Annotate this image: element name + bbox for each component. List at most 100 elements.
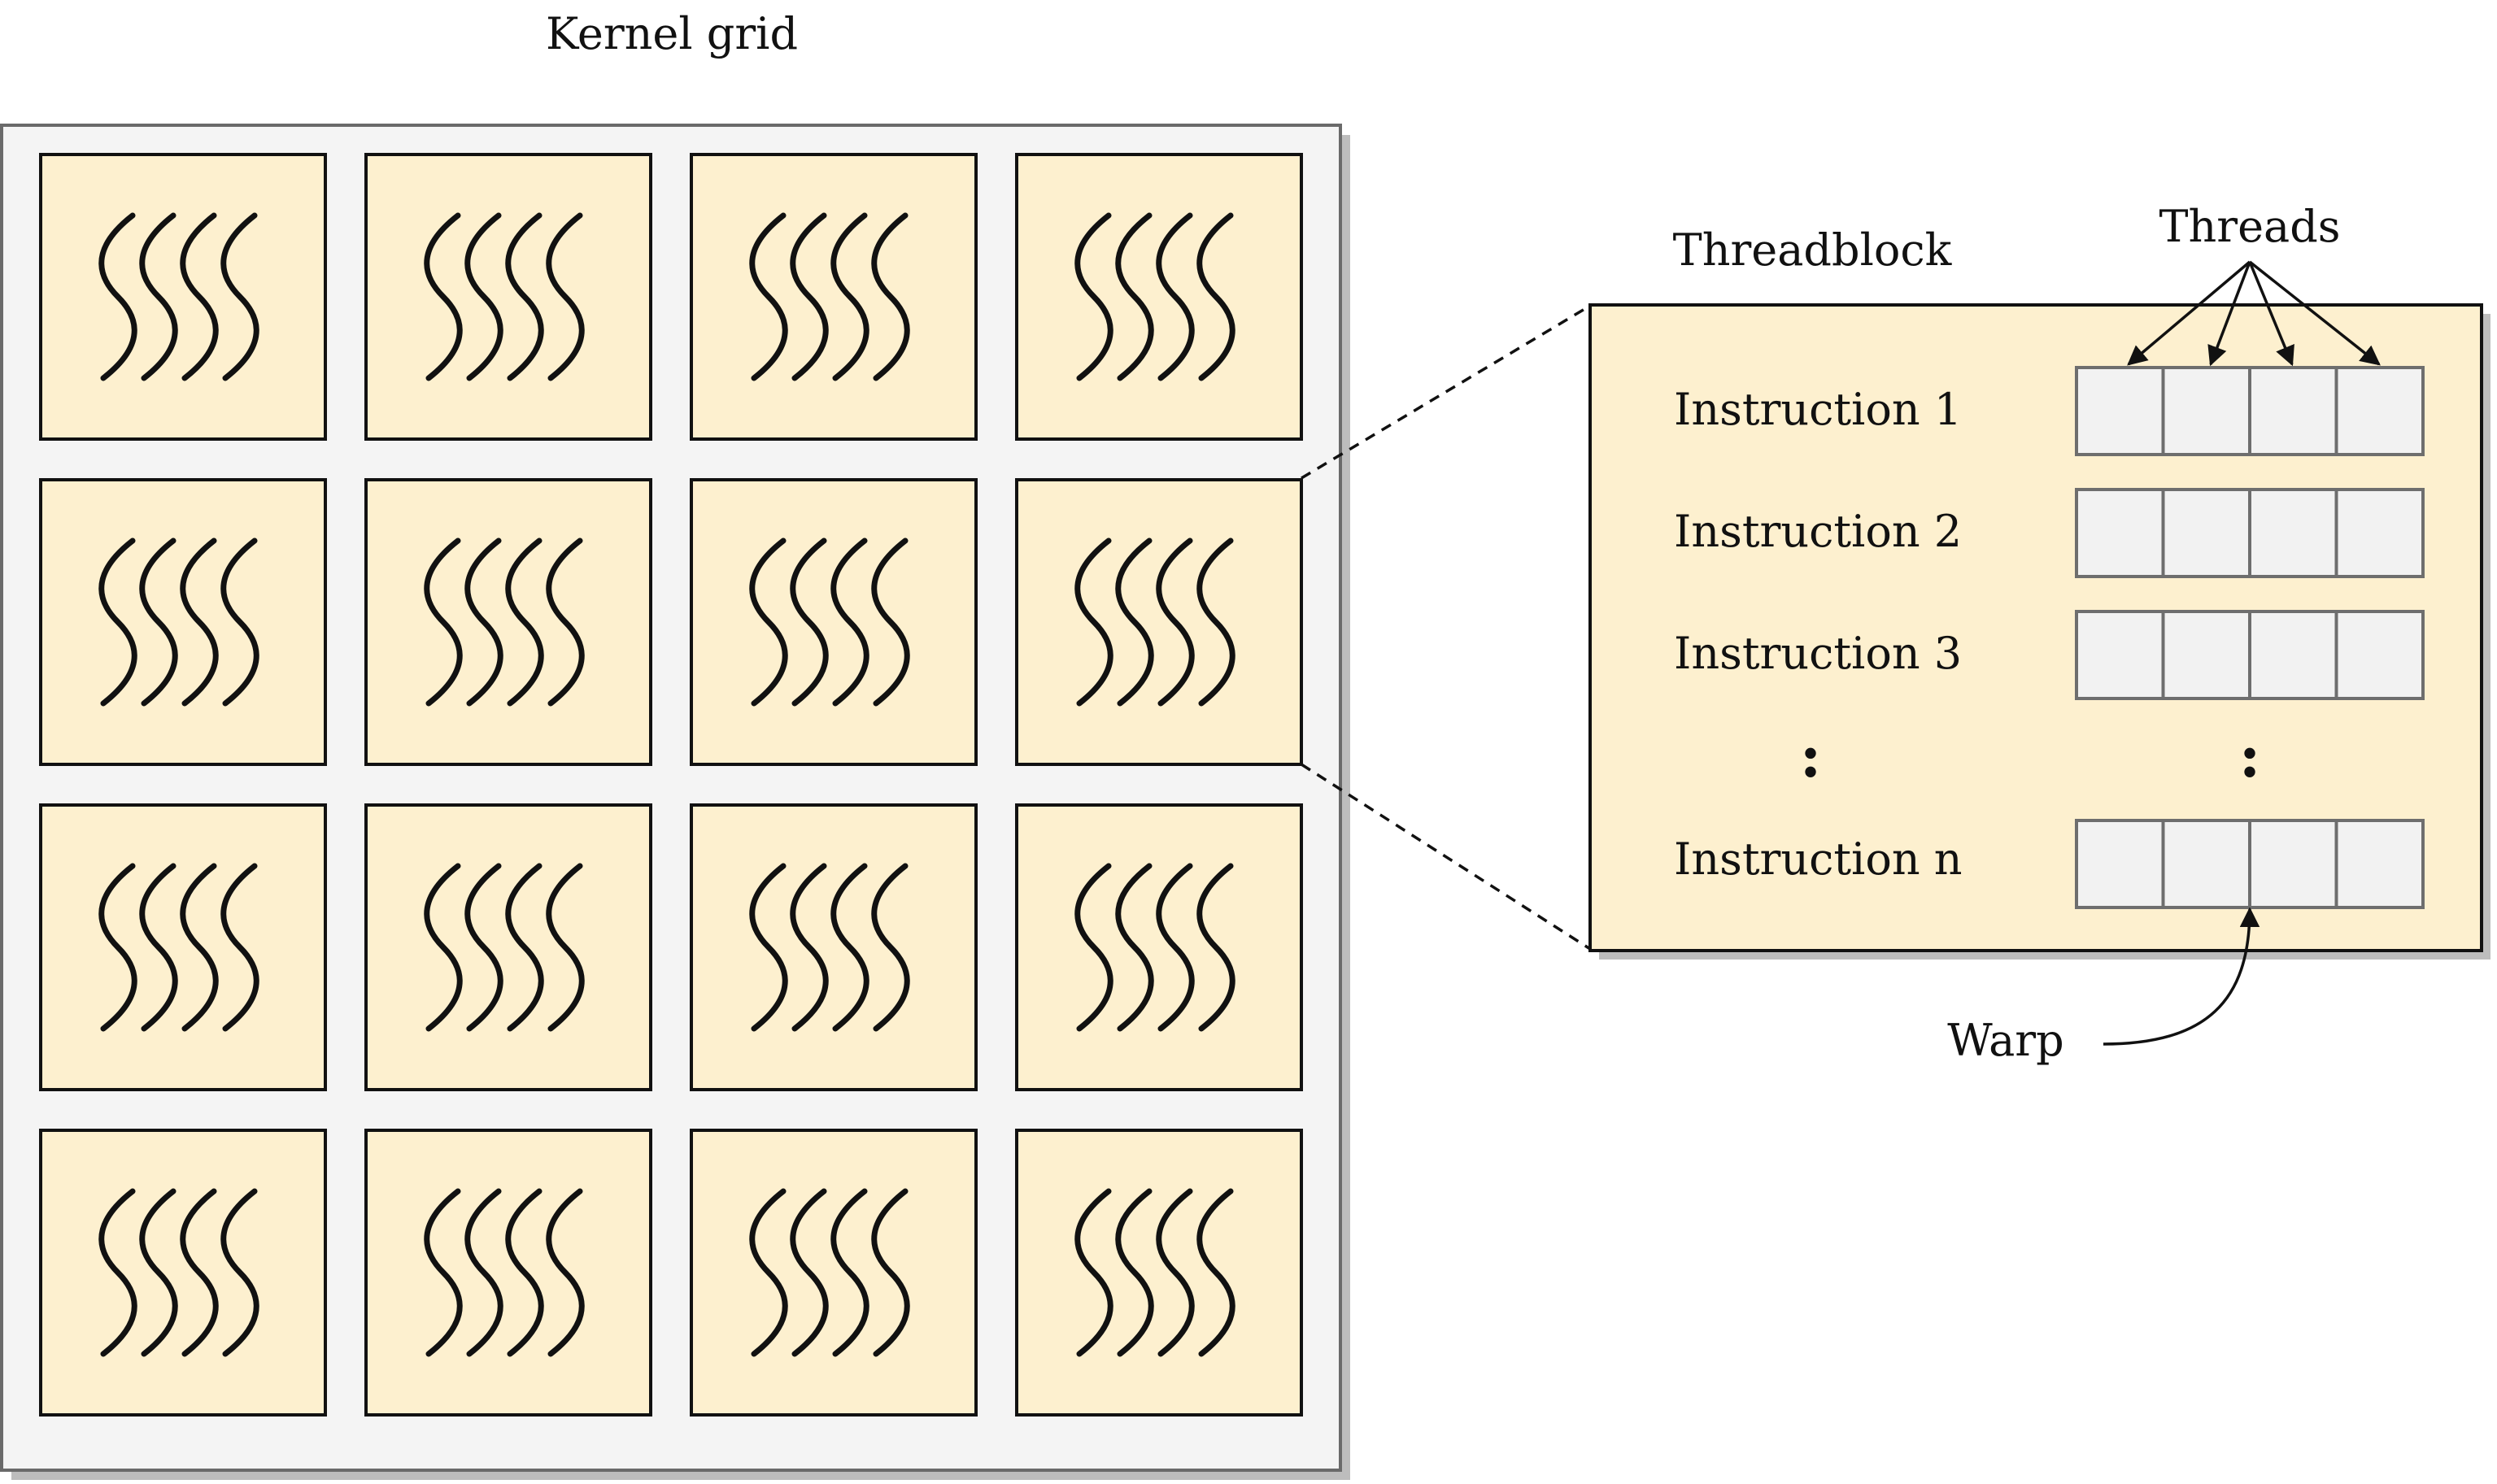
- thread-wave: [790, 212, 829, 381]
- instruction-row-3: Instruction 3: [1674, 610, 2425, 700]
- instruction-label: Instruction n: [1674, 833, 1963, 885]
- wavy-threads-icon: [98, 212, 259, 381]
- threadblock: [690, 153, 978, 441]
- thread-cells: [2075, 366, 2425, 456]
- thread-wave: [871, 537, 910, 707]
- threadblock: [39, 478, 327, 766]
- instruction-label: Instruction 3: [1674, 628, 1962, 679]
- thread-cell: [2075, 488, 2165, 578]
- thread-cell: [2334, 610, 2425, 700]
- thread-wave: [424, 537, 463, 707]
- threads-label: Threads: [2159, 201, 2340, 252]
- thread-wave: [139, 212, 178, 381]
- thread-arrow-2: [2207, 261, 2251, 367]
- thread-wave: [424, 863, 463, 1032]
- threadblock-detail: Threadblock Threads Instruction 1 Instru…: [1588, 201, 2490, 1066]
- instruction-row-2: Instruction 2: [1674, 488, 2425, 578]
- thread-wave: [830, 212, 869, 381]
- warp-arrow: [2103, 907, 2260, 1046]
- wavy-threads-icon: [1074, 1188, 1235, 1357]
- thread-wave: [790, 863, 829, 1032]
- warp-label: Warp: [1947, 1015, 2063, 1066]
- thread-wave: [871, 863, 910, 1032]
- zoom-line-bottom: [1301, 763, 1591, 951]
- kernel-grid: [0, 124, 1350, 1480]
- threadblock: [1015, 1129, 1303, 1417]
- threadblock: [364, 153, 652, 441]
- wavy-threads-icon: [1074, 863, 1235, 1032]
- wavy-threads-icon: [424, 537, 585, 707]
- thread-wave: [1196, 537, 1235, 707]
- thread-arrow-1: [2127, 260, 2251, 366]
- threadblock: [690, 803, 978, 1091]
- thread-arrow-3: [2248, 261, 2294, 367]
- threadblock: [1015, 153, 1303, 441]
- thread-cell: [2334, 488, 2425, 578]
- thread-wave: [220, 863, 259, 1032]
- thread-wave: [464, 212, 503, 381]
- thread-wave: [1074, 212, 1113, 381]
- thread-wave: [1074, 863, 1113, 1032]
- thread-wave: [1074, 537, 1113, 707]
- thread-cell: [2248, 488, 2338, 578]
- thread-wave: [98, 863, 137, 1032]
- wavy-threads-icon: [424, 212, 585, 381]
- thread-wave: [546, 212, 585, 381]
- thread-wave: [830, 537, 869, 707]
- thread-arrow-4: [2248, 260, 2381, 366]
- thread-wave: [1156, 863, 1195, 1032]
- thread-wave: [1156, 537, 1195, 707]
- thread-cells: [2075, 819, 2425, 909]
- thread-wave: [98, 537, 137, 707]
- threadblock: [364, 478, 652, 766]
- threadblock-grid: [39, 153, 1303, 1417]
- thread-wave: [546, 863, 585, 1032]
- wavy-threads-icon: [98, 537, 259, 707]
- thread-wave: [424, 212, 463, 381]
- thread-wave: [546, 537, 585, 707]
- thread-wave: [871, 212, 910, 381]
- thread-wave: [749, 212, 788, 381]
- threadblock: [690, 1129, 978, 1417]
- kernel-grid-title: Kernel grid: [546, 8, 798, 59]
- thread-wave: [220, 1188, 259, 1357]
- thread-wave: [1115, 212, 1154, 381]
- thread-cell: [2161, 366, 2251, 456]
- thread-cell: [2248, 819, 2338, 909]
- thread-wave: [505, 212, 544, 381]
- thread-wave: [180, 537, 219, 707]
- thread-arrows: [2127, 260, 2381, 367]
- instruction-ellipsis: :: [1800, 721, 1822, 790]
- thread-cell: [2334, 366, 2425, 456]
- instruction-label: Instruction 2: [1674, 506, 1962, 557]
- wavy-threads-icon: [1074, 212, 1235, 381]
- thread-cell: [2075, 366, 2165, 456]
- thread-wave: [139, 863, 178, 1032]
- wavy-threads-icon: [749, 863, 910, 1032]
- wavy-threads-icon: [749, 212, 910, 381]
- thread-wave: [139, 537, 178, 707]
- wavy-threads-icon: [749, 1188, 910, 1357]
- thread-wave: [464, 1188, 503, 1357]
- thread-wave: [180, 863, 219, 1032]
- thread-cell: [2334, 819, 2425, 909]
- thread-cell: [2161, 488, 2251, 578]
- thread-wave: [1196, 863, 1235, 1032]
- thread-wave: [1196, 1188, 1235, 1357]
- threadblock-title: Threadblock: [1673, 224, 1953, 276]
- threadblock: [1015, 803, 1303, 1091]
- thread-cell: [2075, 610, 2165, 700]
- wavy-threads-icon: [424, 863, 585, 1032]
- thread-wave: [749, 537, 788, 707]
- wavy-threads-icon: [424, 1188, 585, 1357]
- thread-wave: [830, 1188, 869, 1357]
- thread-wave: [180, 1188, 219, 1357]
- thread-cells: [2075, 488, 2425, 578]
- thread-wave: [790, 1188, 829, 1357]
- thread-cell: [2161, 610, 2251, 700]
- thread-wave: [1115, 1188, 1154, 1357]
- warp-ellipsis: :: [2239, 721, 2261, 790]
- thread-wave: [546, 1188, 585, 1357]
- thread-wave: [220, 537, 259, 707]
